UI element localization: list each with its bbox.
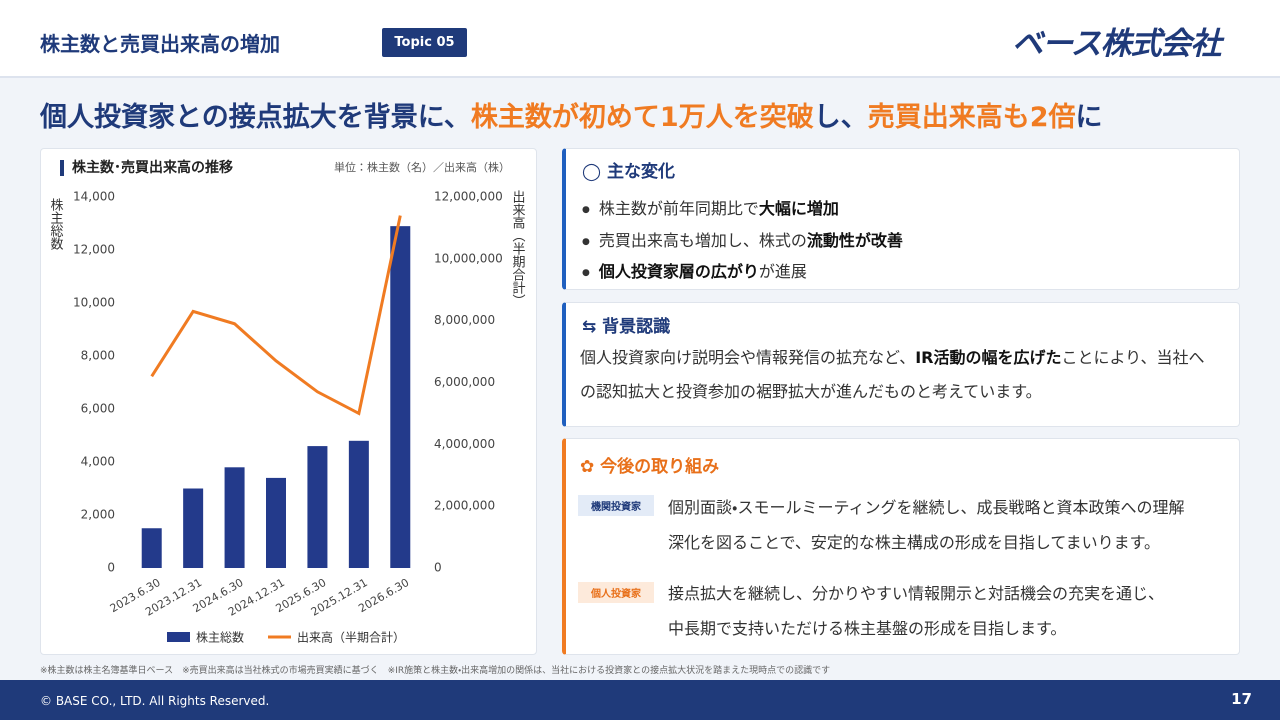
- bullet: ● 個人投資家層の広がりが進展: [582, 262, 807, 281]
- y2-tick-label: 8,000,000: [434, 313, 495, 327]
- chart-panel: [40, 148, 537, 655]
- card-body: 個人投資家向け説明会や情報発信の拡充など、IR活動の幅を広げたことにより、当社へ…: [580, 341, 1212, 409]
- card-title-text: 背景認識: [602, 317, 671, 337]
- footnote: ※株主数は株主名簿基準日ベース: [40, 666, 174, 676]
- text-line: 個別面談・スモールミーティングを継続し、成長戦略と資本政策への理解: [668, 498, 1185, 517]
- text-segment: 個人投資家向け説明会や情報発信の拡充など、: [580, 348, 916, 367]
- text-segment: 売買出来高も2倍: [867, 102, 1076, 133]
- legend-swatch: [167, 632, 190, 642]
- y2-tick-label: 2,000,000: [434, 499, 495, 513]
- text-segment: 株主数が前年同期比で: [598, 199, 759, 218]
- text-segment: が進展: [758, 262, 807, 281]
- text-segment: ことにより、当社への認知拡大と投資参加の裾野拡大が進んだものと考えています。: [580, 348, 1205, 401]
- card: [562, 438, 1240, 655]
- bar: [266, 477, 286, 568]
- bullet: ● 売買出来高も増加し、株式の流動性が改善: [582, 230, 903, 250]
- bar: [348, 440, 369, 568]
- card-title: ✿ 今後の取り組み: [580, 457, 720, 477]
- header-bar: [0, 0, 1280, 78]
- bar: [141, 528, 162, 568]
- text-segment: 流動性が改善: [806, 230, 903, 250]
- y-tick-label: 12,000: [73, 243, 115, 257]
- y-tick-label: 0: [107, 561, 115, 575]
- footnotes: ※株主数は株主名簿基準日ベース ※売買出来高は当社株式の市場売買実績に基づく ※…: [40, 663, 830, 676]
- item-text: 接点拡大を継続し、分かりやすい情報開示と対話機会の充実を通じ、 中長期で支持いただ…: [668, 576, 1164, 646]
- y-tick-label: 4,000: [81, 455, 115, 469]
- y-tick-label: 10,000: [73, 296, 115, 310]
- y-axis-label: 株主総数: [48, 198, 64, 250]
- card-title: ◯ 主な変化: [582, 162, 675, 182]
- footer-bar: [0, 680, 1280, 720]
- slide-title: 株主数と売買出来高の増加: [40, 32, 280, 56]
- title-accent: [60, 160, 64, 176]
- text-line: 中長期で支持いただける株主基盤の形成を目指します。: [668, 619, 1067, 638]
- text-segment: 大幅に増加: [758, 199, 839, 218]
- chart: 株主数･売買出来高の推移 単位：株主数（名）／出来高（株） 株主総数 出来高（半…: [48, 159, 526, 645]
- text-segment: に: [1075, 102, 1103, 133]
- footnote: ※売買出来高は当社株式の市場売買実績に基づく: [182, 666, 379, 676]
- card: [562, 148, 1240, 290]
- card-title-text: 今後の取り組み: [600, 457, 720, 477]
- card-title-text: 主な変化: [606, 162, 675, 182]
- bar: [183, 488, 204, 568]
- y2-tick-label: 6,000,000: [434, 375, 495, 389]
- topic-badge: Topic 05: [382, 28, 467, 57]
- chart-title: 株主数･売買出来高の推移: [72, 159, 233, 176]
- headline: 個人投資家との接点拡大を背景に、株主数が初めて1万人を突破し、売買出来高も2倍に: [40, 95, 1103, 134]
- text-line: 深化を図ることで、安定的な株主構成の形成を目指してまいります。: [668, 533, 1161, 552]
- bullet: ● 株主数が前年同期比で大幅に増加: [582, 199, 839, 218]
- legend-label: 出来高（半期合計）: [297, 630, 405, 645]
- bar: [224, 467, 245, 568]
- tag: 個人投資家: [578, 582, 654, 603]
- text-segment: 株主数が初めて1万人を突破: [470, 102, 814, 133]
- y2-tick-label: 0: [434, 561, 442, 575]
- page-number: 17: [1231, 690, 1252, 708]
- logo: ベース株式会社: [1012, 26, 1221, 62]
- card: [562, 302, 1240, 427]
- text-line: 接点拡大を継続し、分かりやすい情報開示と対話機会の充実を通じ、: [668, 584, 1165, 603]
- text-segment: し、: [813, 102, 868, 133]
- bar: [307, 446, 328, 568]
- copyright: © BASE CO., LTD. All Rights Reserved.: [40, 694, 270, 708]
- bullet-list: ● 株主数が前年同期比で大幅に増加 ● 売買出来高も増加し、株式の流動性が改善 ● 個人投…: [582, 194, 903, 289]
- text-segment: IR活動の幅を広げた: [915, 348, 1062, 367]
- y-tick-label: 6,000: [81, 402, 115, 416]
- line: [150, 215, 402, 416]
- tag: 機関投資家: [578, 495, 654, 516]
- text-segment: 売買出来高も増加し、株式の: [598, 230, 807, 250]
- y-tick-label: 14,000: [73, 190, 115, 204]
- y-tick-label: 8,000: [81, 349, 115, 363]
- footnote: ※IR施策と株主数・出来高増加の関係は、当社における投資家との接点拡大状況を踏ま…: [387, 666, 831, 676]
- y2-tick-label: 10,000,000: [434, 251, 503, 265]
- chart-subtitle: 単位：株主数（名）／出来高（株）: [334, 160, 510, 174]
- y2-axis-label: 出来高（半期合計）: [510, 190, 526, 307]
- card-title: ⇆ 背景認識: [582, 317, 671, 337]
- text-segment: 個人投資家との接点拡大を背景に、: [40, 102, 471, 133]
- y2-tick-label: 12,000,000: [434, 190, 503, 204]
- bar: [390, 226, 411, 568]
- text-segment: 個人投資家層の広がり: [598, 262, 759, 281]
- y-tick-label: 2,000: [81, 508, 115, 522]
- y2-tick-label: 4,000,000: [434, 437, 495, 451]
- legend-label: 株主総数: [196, 630, 244, 645]
- item-text: 個別面談・スモールミーティングを継続し、成長戦略と資本政策への理解 深化を図ること…: [668, 490, 1184, 560]
